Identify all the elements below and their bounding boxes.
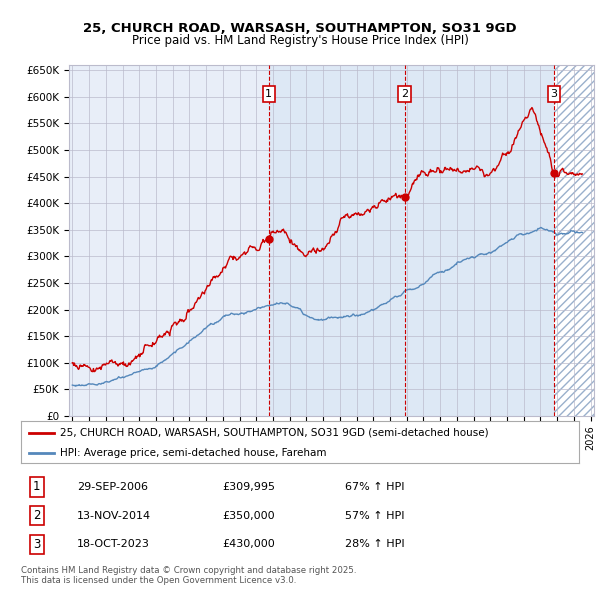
Text: £350,000: £350,000 bbox=[222, 511, 275, 520]
Text: 3: 3 bbox=[33, 538, 40, 551]
Text: £430,000: £430,000 bbox=[222, 539, 275, 549]
Text: 29-SEP-2006: 29-SEP-2006 bbox=[77, 482, 148, 492]
Text: 1: 1 bbox=[265, 89, 272, 99]
Text: 25, CHURCH ROAD, WARSASH, SOUTHAMPTON, SO31 9GD: 25, CHURCH ROAD, WARSASH, SOUTHAMPTON, S… bbox=[83, 22, 517, 35]
Text: Price paid vs. HM Land Registry's House Price Index (HPI): Price paid vs. HM Land Registry's House … bbox=[131, 34, 469, 47]
Text: 67% ↑ HPI: 67% ↑ HPI bbox=[344, 482, 404, 492]
Text: 57% ↑ HPI: 57% ↑ HPI bbox=[344, 511, 404, 520]
Text: 2: 2 bbox=[33, 509, 40, 522]
Bar bbox=[269, 65, 404, 416]
Bar bbox=[404, 65, 554, 416]
Text: Contains HM Land Registry data © Crown copyright and database right 2025.
This d: Contains HM Land Registry data © Crown c… bbox=[21, 566, 356, 585]
Text: 18-OCT-2023: 18-OCT-2023 bbox=[77, 539, 149, 549]
Text: 2: 2 bbox=[401, 89, 408, 99]
Text: 3: 3 bbox=[550, 89, 557, 99]
Text: 1: 1 bbox=[33, 480, 40, 493]
Text: HPI: Average price, semi-detached house, Fareham: HPI: Average price, semi-detached house,… bbox=[60, 448, 326, 457]
Text: 28% ↑ HPI: 28% ↑ HPI bbox=[344, 539, 404, 549]
Text: £309,995: £309,995 bbox=[222, 482, 275, 492]
Text: 25, CHURCH ROAD, WARSASH, SOUTHAMPTON, SO31 9GD (semi-detached house): 25, CHURCH ROAD, WARSASH, SOUTHAMPTON, S… bbox=[60, 428, 488, 438]
Text: 13-NOV-2014: 13-NOV-2014 bbox=[77, 511, 151, 520]
Bar bbox=[554, 65, 599, 416]
